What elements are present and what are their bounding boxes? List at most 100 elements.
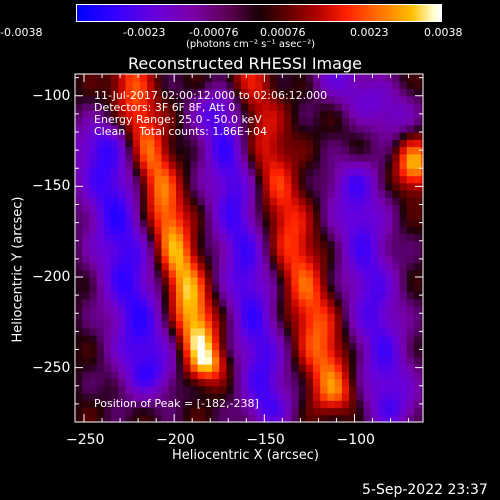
heatmap-cell [413,146,422,155]
heatmap-cell [363,393,372,401]
heatmap-cell [118,407,127,416]
heatmap-cell [82,385,91,394]
heatmap-cell [255,197,264,206]
heatmap-cell [219,298,228,307]
heatmap-cell [111,284,119,293]
heatmap-cell [154,161,163,169]
heatmap-cell [233,407,242,416]
heatmap-cell [96,385,105,394]
heatmap-cell [262,364,271,372]
heatmap-cell [255,240,264,249]
heatmap-cell [327,327,336,336]
heatmap-cell [103,110,112,119]
heatmap-cell [125,240,134,249]
x-tick-label: −250 [66,432,105,448]
heatmap-cell [103,277,112,285]
heatmap-cell [96,233,105,242]
heatmap-cell [298,277,307,285]
heatmap-cell [406,349,415,358]
heatmap-cell [111,335,119,343]
heatmap-cell [147,320,155,329]
heatmap-cell [356,110,365,119]
heatmap-cell [377,277,386,285]
heatmap-cell [385,233,393,242]
heatmap-cell [96,393,105,401]
heatmap-cell [96,117,105,126]
heatmap-cell [111,153,119,162]
heatmap-cell [204,356,213,365]
heatmap-cell [226,407,235,416]
heatmap-cell [240,378,249,387]
heatmap-cell [125,219,134,227]
heatmap-cell [291,168,300,177]
heatmap-cell [313,385,321,394]
heatmap-cell [125,364,134,372]
heatmap-cell [276,298,285,307]
heatmap-cell [226,378,235,387]
heatmap-cell [139,103,148,111]
heatmap-cell [226,190,235,198]
heatmap-cell [183,182,191,191]
heatmap-cell [75,407,83,416]
heatmap-cell [377,88,386,97]
heatmap-cell [406,103,415,111]
heatmap-cell [377,110,386,119]
heatmap-cell [168,139,177,148]
heatmap-cell [168,240,177,249]
heatmap-cell [233,291,242,300]
heatmap-cell [413,342,422,351]
heatmap-cell [161,132,170,140]
heatmap-cell [255,349,264,358]
heatmap-cell [370,313,379,322]
heatmap-cell [349,378,357,387]
heatmap-cell [291,110,300,119]
heatmap-cell [240,335,249,343]
heatmap-cell [219,414,228,423]
heatmap-cell [334,277,343,285]
heatmap-cell [226,110,235,119]
heatmap-cell [356,233,365,242]
heatmap-cell [190,298,199,307]
heatmap-cell [147,255,155,264]
heatmap-cell [161,161,170,169]
heatmap-cell [132,349,141,358]
heatmap-cell [298,146,307,155]
heatmap-cell [255,146,264,155]
heatmap-cell [226,356,235,365]
heatmap-cell [377,233,386,242]
heatmap-cell [154,175,163,184]
heatmap-cell [413,277,422,285]
heatmap-cell [96,74,105,82]
heatmap-cell [175,168,184,177]
heatmap-cell [139,371,148,380]
heatmap-cell [262,255,271,264]
heatmap-cell [219,277,228,285]
heatmap-cell [255,291,264,300]
heatmap-cell [284,284,292,293]
heatmap-cell [82,211,91,220]
heatmap-cell [320,117,329,126]
heatmap-cell [291,356,300,365]
heatmap-cell [175,414,184,423]
heatmap-cell [421,139,424,148]
heatmap-cell [161,400,170,409]
heatmap-cell [226,175,235,184]
heatmap-cell [89,414,98,423]
heatmap-cell [327,306,336,314]
heatmap-cell [147,393,155,401]
heatmap-cell [305,95,314,104]
heatmap-cell [219,204,228,213]
heatmap-cell [154,81,163,90]
heatmap-cell [349,335,357,343]
heatmap-cell [392,182,401,191]
heatmap-cell [370,117,379,126]
heatmap-cell [392,190,401,198]
heatmap-cell [284,371,292,380]
heatmap-cell [103,378,112,387]
heatmap-cell [392,335,401,343]
heatmap-cell [385,161,393,169]
heatmap-cell [111,103,119,111]
heatmap-cell [139,81,148,90]
heatmap-cell [96,190,105,198]
heatmap-cell [269,117,278,126]
